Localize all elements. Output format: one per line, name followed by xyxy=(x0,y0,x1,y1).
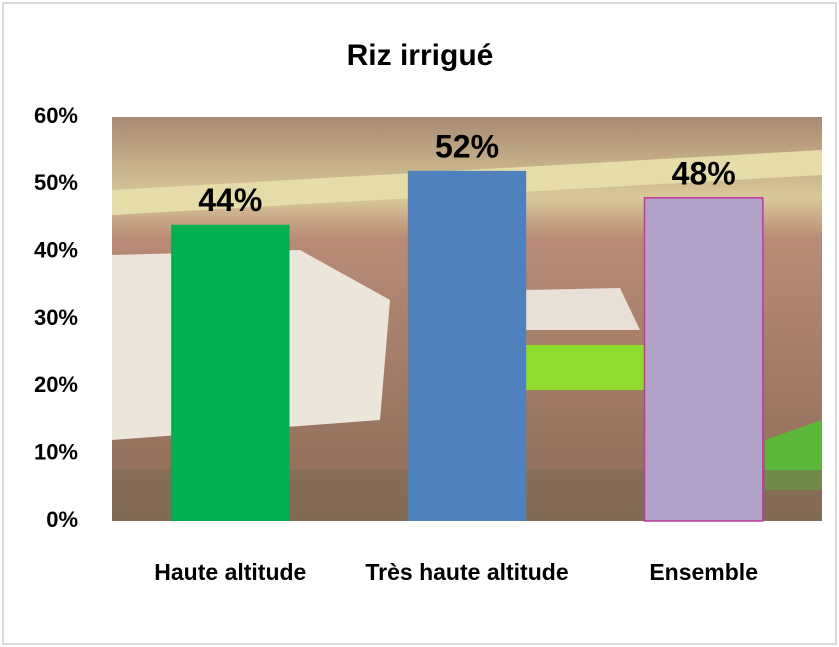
y-tick-label: 10% xyxy=(34,439,78,464)
y-tick-label: 20% xyxy=(34,372,78,397)
bar xyxy=(408,171,526,521)
data-label: 52% xyxy=(435,128,499,164)
y-tick-label: 60% xyxy=(34,103,78,128)
x-tick-label: Très haute altitude xyxy=(362,554,572,590)
bar xyxy=(645,198,763,521)
y-tick-label: 30% xyxy=(34,305,78,330)
y-tick-label: 40% xyxy=(34,237,78,262)
chart-svg: Riz irrigué 0% 10% 20% 30% 40% 50% 60% 44% 52% 48… xyxy=(0,0,839,647)
data-label: 44% xyxy=(198,182,262,218)
bar xyxy=(171,225,289,521)
chart-title: Riz irrigué xyxy=(347,39,494,72)
data-label: 48% xyxy=(672,155,736,191)
x-tick-label: Haute altitude xyxy=(125,554,335,590)
y-tick-label: 0% xyxy=(46,507,78,532)
y-tick-label: 50% xyxy=(34,170,78,195)
chart: Riz irrigué 0% 10% 20% 30% 40% 50% 60% 44% 52% 48… xyxy=(0,0,839,647)
x-tick-label: Ensemble xyxy=(599,554,809,590)
